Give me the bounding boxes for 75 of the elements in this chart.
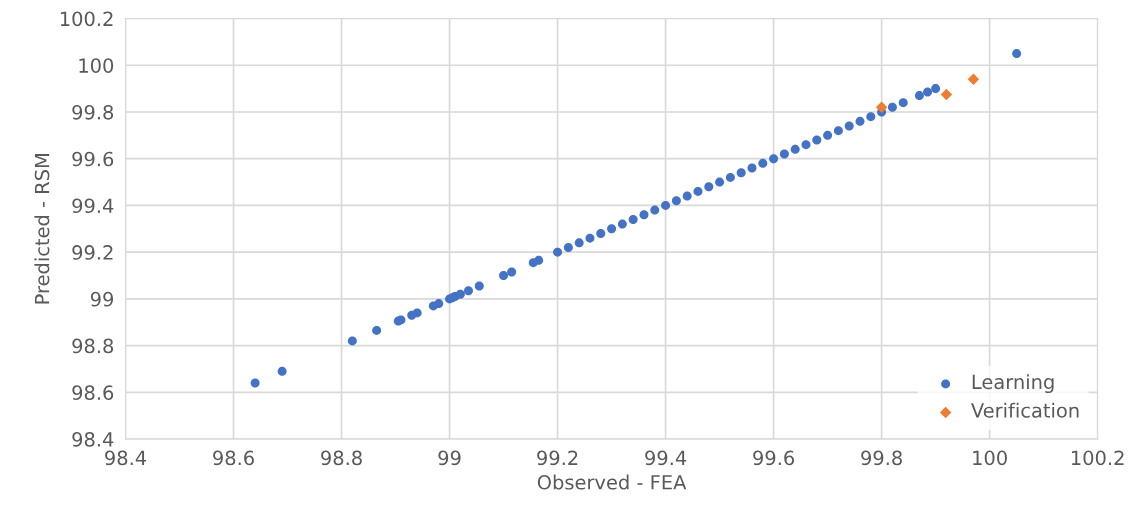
point — [801, 140, 811, 150]
point — [940, 88, 953, 101]
x-tick-label: 99.4 — [645, 450, 687, 466]
point — [661, 200, 671, 210]
point — [671, 196, 681, 206]
point — [455, 289, 465, 299]
point — [534, 255, 544, 265]
point — [769, 154, 779, 164]
y-tick-label: 99.2 — [72, 245, 113, 260]
x-tick-label: 99 — [438, 450, 461, 466]
legend-label: Verification — [971, 402, 1079, 418]
point — [866, 112, 876, 122]
point — [704, 182, 714, 192]
y-tick-label: 99 — [90, 291, 114, 307]
point — [372, 325, 382, 335]
point — [725, 172, 735, 182]
y-tick-label: 99.6 — [72, 151, 114, 167]
point — [434, 299, 444, 309]
legend-label: Learning — [972, 374, 1054, 394]
x-tick-label: 99.8 — [861, 450, 902, 466]
point — [887, 102, 897, 112]
point — [967, 73, 980, 85]
point — [563, 242, 573, 252]
x-tick-label: 98.6 — [213, 450, 254, 466]
y-tick-label: 98.8 — [72, 338, 114, 354]
x-tick-label: 99.6 — [753, 450, 795, 466]
x-tick-label: 98.8 — [321, 450, 362, 466]
x-tick-label: 99.2 — [537, 450, 578, 466]
point — [779, 149, 789, 159]
point — [682, 191, 692, 201]
point — [250, 378, 260, 388]
y-tick-label: 99.4 — [72, 198, 114, 214]
point — [736, 168, 746, 178]
y-tick-label: 99.8 — [72, 104, 114, 120]
point — [914, 91, 924, 101]
point — [607, 224, 617, 234]
x-tick-label: 100.2 — [1071, 450, 1124, 466]
point — [628, 214, 638, 224]
point — [833, 126, 843, 136]
point — [693, 186, 703, 196]
point — [412, 308, 422, 318]
point — [650, 205, 660, 215]
x-tick-label: 100 — [973, 450, 1007, 466]
y-tick-label: 100.2 — [60, 11, 113, 27]
point — [639, 210, 649, 220]
y-tick-label: 98.4 — [72, 432, 114, 447]
point — [617, 219, 627, 229]
point — [715, 177, 725, 187]
point — [553, 247, 563, 257]
point — [463, 286, 473, 296]
point — [855, 116, 865, 126]
point — [923, 87, 933, 97]
y-axis-title: Predicted - RSM — [34, 154, 50, 304]
x-tick-label: 98.4 — [105, 450, 147, 466]
point — [585, 233, 595, 243]
point — [507, 267, 517, 277]
point — [931, 84, 941, 94]
point — [596, 228, 606, 238]
point — [898, 98, 908, 108]
point — [277, 366, 287, 376]
y-tick-label: 98.6 — [72, 385, 114, 401]
y-tick-label: 100 — [79, 58, 114, 73]
point — [875, 101, 888, 114]
point — [574, 238, 584, 248]
point — [758, 158, 768, 168]
point — [474, 281, 484, 291]
x-axis-title: Observed - FEA — [537, 474, 687, 490]
point — [499, 271, 509, 281]
point — [844, 121, 854, 131]
point — [1012, 49, 1022, 59]
point — [790, 144, 800, 154]
point — [823, 130, 833, 140]
point — [812, 135, 822, 145]
point — [347, 336, 357, 346]
point — [747, 163, 757, 173]
